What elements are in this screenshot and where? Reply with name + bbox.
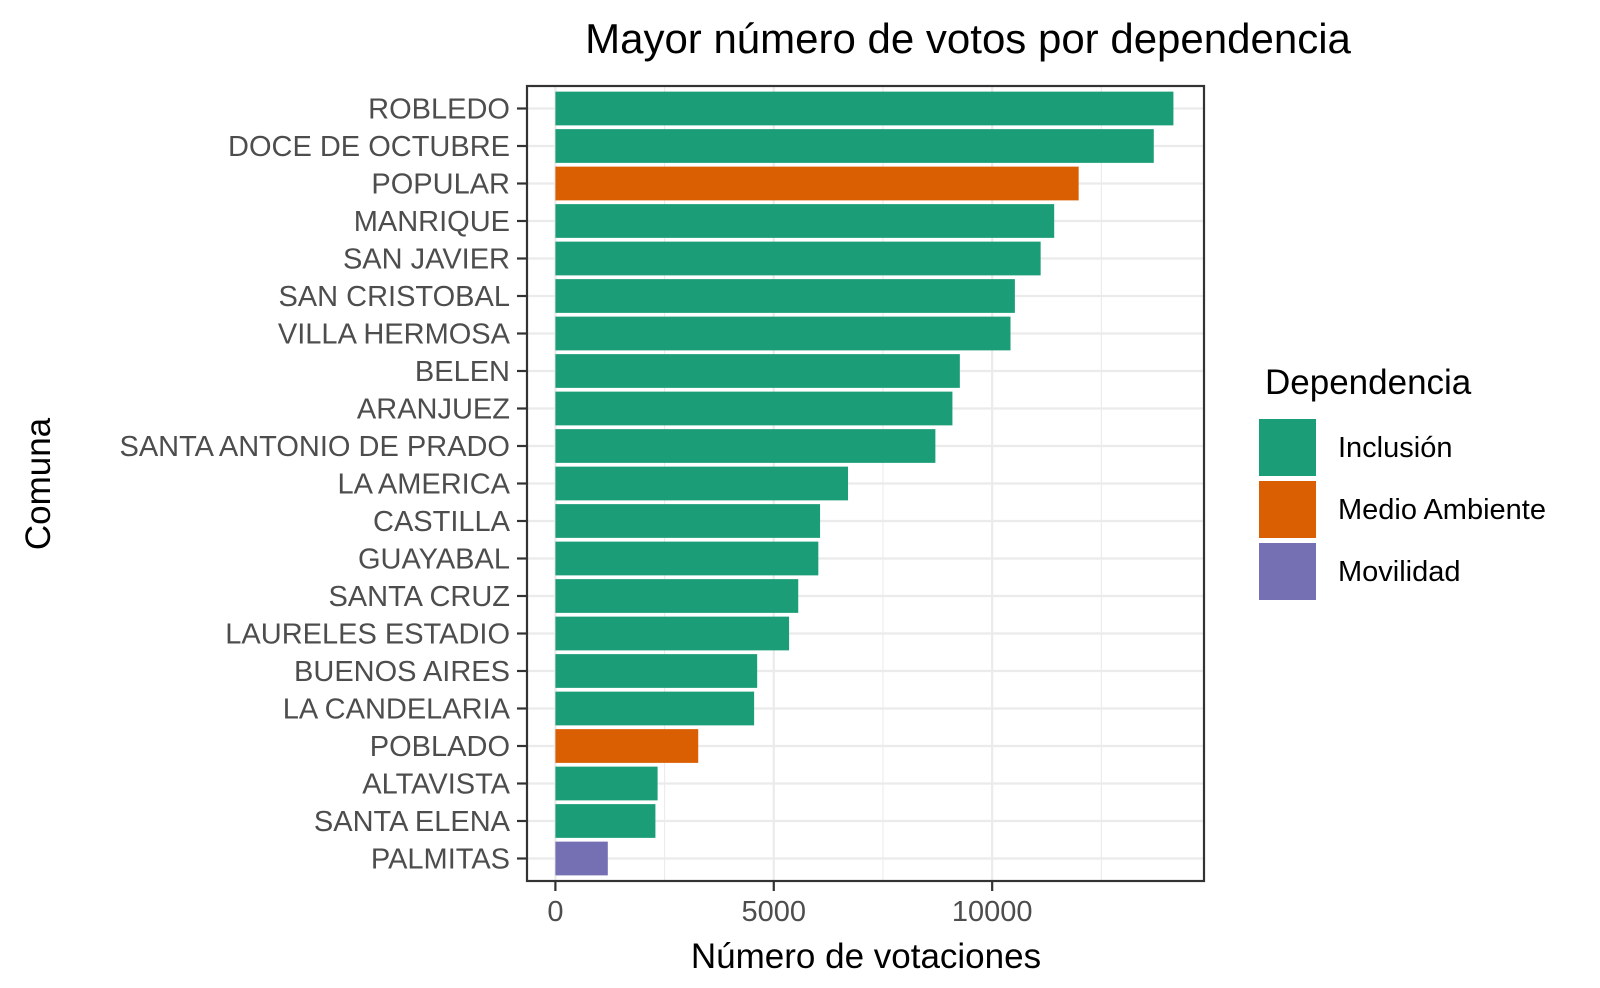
bar-poblado xyxy=(555,729,699,763)
y-tick-label: MANRIQUE xyxy=(354,206,510,238)
y-tick-label: BELEN xyxy=(415,356,510,388)
y-tick-label: POBLADO xyxy=(370,731,510,763)
y-tick-label: ROBLEDO xyxy=(368,94,510,126)
y-tick-label: VILLA HERMOSA xyxy=(278,319,511,351)
bar-villa-hermosa xyxy=(555,316,1011,351)
y-tick-label: POPULAR xyxy=(371,169,510,201)
bars xyxy=(555,91,1174,876)
legend-label: Medio Ambiente xyxy=(1338,494,1546,526)
y-tick-label: ARANJUEZ xyxy=(357,394,510,426)
bar-popular xyxy=(555,166,1079,201)
legend-key xyxy=(1259,481,1316,538)
y-axis-title: Comuna xyxy=(19,417,58,550)
y-tick-label: SAN JAVIER xyxy=(343,244,510,276)
y-tick-label: SANTA ELENA xyxy=(314,806,511,838)
legend-label: Movilidad xyxy=(1338,556,1461,588)
x-axis-title: Número de votaciones xyxy=(691,937,1041,976)
bar-buenos-aires xyxy=(555,654,758,688)
y-tick-label: CASTILLA xyxy=(373,506,511,538)
bar-doce-de-octubre xyxy=(555,129,1154,163)
legend-key xyxy=(1259,543,1316,600)
y-tick-label: LA AMERICA xyxy=(338,469,511,501)
y-tick-label: PALMITAS xyxy=(371,844,510,876)
bar-san-cristobal xyxy=(555,279,1015,313)
bar-san-javier xyxy=(555,241,1041,276)
y-tick-label: SANTA ANTONIO DE PRADO xyxy=(119,431,510,463)
bar-laureles-estadio xyxy=(555,616,790,651)
y-tick-label: BUENOS AIRES xyxy=(294,656,510,688)
y-tick-label: GUAYABAL xyxy=(358,544,510,576)
bar-belen xyxy=(555,354,960,388)
legend-key xyxy=(1259,419,1316,476)
x-tick-label: 10000 xyxy=(952,896,1033,928)
chart-title: Mayor número de votos por dependencia xyxy=(585,15,1351,62)
y-tick-label: SAN CRISTOBAL xyxy=(278,281,510,313)
y-tick-label: DOCE DE OCTUBRE xyxy=(228,131,510,163)
bar-altavista xyxy=(555,766,658,801)
bar-santa-cruz xyxy=(555,579,799,613)
y-tick-label: LAURELES ESTADIO xyxy=(225,619,510,651)
x-tick-label: 0 xyxy=(547,896,563,928)
y-tick-label: ALTAVISTA xyxy=(362,769,510,801)
bar-palmitas xyxy=(555,841,608,876)
bar-la-america xyxy=(555,466,849,501)
bar-guayabal xyxy=(555,541,819,576)
legend-label: Inclusión xyxy=(1338,432,1452,464)
bar-santa-antonio-de-prado xyxy=(555,429,936,463)
legend: Dependencia Inclusión Medio Ambiente Movil… xyxy=(1259,363,1546,600)
y-tick-label: LA CANDELARIA xyxy=(283,694,511,726)
bar-la-candelaria xyxy=(555,691,755,726)
bar-santa-elena xyxy=(555,804,656,838)
y-axis: ROBLEDO DOCE DE OCTUBRE POPULAR MANRIQUE SAN… xyxy=(119,94,527,876)
bar-castilla xyxy=(555,504,821,538)
bar-manrique xyxy=(555,204,1055,238)
bar-robledo xyxy=(555,91,1174,126)
x-axis: 0 5000 10000 xyxy=(547,881,1032,928)
bar-aranjuez xyxy=(555,391,953,426)
legend-title: Dependencia xyxy=(1265,363,1472,402)
y-tick-label: SANTA CRUZ xyxy=(328,581,510,613)
x-tick-label: 5000 xyxy=(742,896,807,928)
